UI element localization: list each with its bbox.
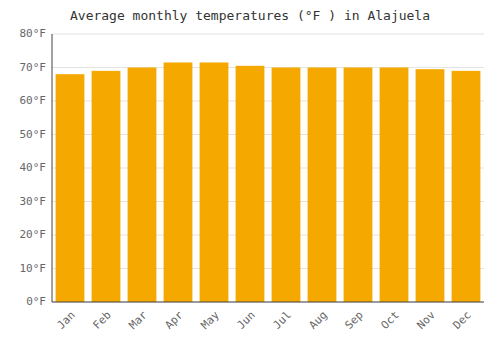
bar: [236, 66, 265, 302]
y-tick-label: 20°F: [20, 228, 47, 241]
chart-svg: 0°F 10°F 20°F 30°F 40°F 50°F 60°F 70°F 80°F Jan Fe…: [0, 0, 500, 350]
y-tick-label: 10°F: [20, 262, 47, 275]
bar: [308, 68, 337, 303]
bar: [272, 68, 301, 303]
x-tick-label: Dec: [451, 309, 474, 332]
grid: [52, 34, 484, 302]
chart-container: 0°F 10°F 20°F 30°F 40°F 50°F 60°F 70°F 80°F Jan Fe…: [0, 0, 500, 350]
grid-line: [52, 302, 484, 303]
grid-line: [52, 67, 484, 68]
bars: [56, 62, 481, 302]
bar: [416, 69, 445, 302]
y-tick-label: 30°F: [20, 195, 47, 208]
x-tick-label: Jun: [235, 309, 258, 332]
x-tick-label: Sep: [343, 309, 366, 332]
x-tick-label: Oct: [379, 309, 402, 332]
bar: [164, 62, 193, 302]
x-tick-label: Feb: [91, 309, 114, 332]
x-tick-label: May: [199, 308, 223, 332]
grid-line: [52, 34, 484, 35]
y-axis-line: [52, 34, 53, 302]
y-tick-label: 80°F: [20, 27, 47, 40]
title: Average monthly temperatures (°F ) in Al…: [70, 8, 430, 23]
y-tick-label: 0°F: [26, 295, 46, 308]
y-tick-label: 40°F: [20, 161, 47, 174]
x-tick-label: Mar: [127, 308, 151, 332]
x-tick-label: Apr: [163, 308, 187, 332]
bar: [128, 68, 157, 303]
x-axis-line: [52, 302, 484, 303]
y-tick-label: 50°F: [20, 128, 47, 141]
bar: [56, 74, 85, 302]
bar: [380, 68, 409, 303]
y-tick-label: 60°F: [20, 94, 47, 107]
y-tick-label: 70°F: [20, 61, 47, 74]
x-tick-label: Aug: [307, 309, 330, 332]
x-tick-label: Jan: [55, 309, 78, 332]
x-tick-label: Jul: [271, 309, 294, 332]
bar: [452, 71, 481, 302]
bar: [200, 62, 229, 302]
bar: [344, 68, 373, 303]
x-tick-label: Nov: [415, 308, 439, 332]
bar: [92, 71, 121, 302]
